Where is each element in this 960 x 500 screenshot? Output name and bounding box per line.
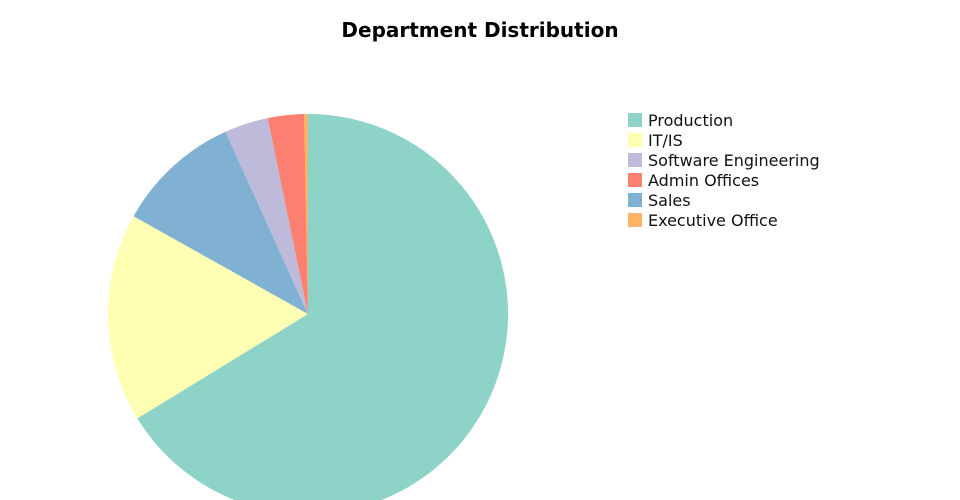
legend-item-executive-office[interactable]: Executive Office	[628, 210, 820, 230]
legend-item-production[interactable]: Production	[628, 110, 820, 130]
pie-slice-production[interactable]	[137, 114, 508, 500]
pie-slice-sales[interactable]	[133, 131, 308, 314]
legend-label: IT/IS	[648, 130, 683, 150]
pie-slice-it-is[interactable]	[108, 216, 308, 419]
legend-item-it-is[interactable]: IT/IS	[628, 130, 820, 150]
legend-item-admin-offices[interactable]: Admin Offices	[628, 170, 820, 190]
legend: Production IT/IS Software Engineering Admin…	[628, 110, 820, 230]
pie-slice-software-engineering[interactable]	[225, 118, 308, 314]
legend-swatch	[628, 153, 642, 167]
legend-swatch	[628, 173, 642, 187]
legend-item-sales[interactable]: Sales	[628, 190, 820, 210]
legend-item-software-engineering[interactable]: Software Engineering	[628, 150, 820, 170]
legend-swatch	[628, 113, 642, 127]
chart-title: Department Distribution	[341, 18, 619, 42]
legend-swatch	[628, 213, 642, 227]
pie-slices	[108, 114, 508, 500]
legend-label: Executive Office	[648, 210, 778, 230]
legend-label: Production	[648, 110, 734, 130]
legend-swatch	[628, 133, 642, 147]
legend-label: Software Engineering	[648, 150, 820, 170]
legend-swatch	[628, 193, 642, 207]
legend-label: Sales	[648, 190, 691, 210]
pie-slice-admin-offices[interactable]	[267, 114, 308, 314]
legend-label: Admin Offices	[648, 170, 760, 190]
pie-slice-executive-office[interactable]	[304, 114, 308, 314]
